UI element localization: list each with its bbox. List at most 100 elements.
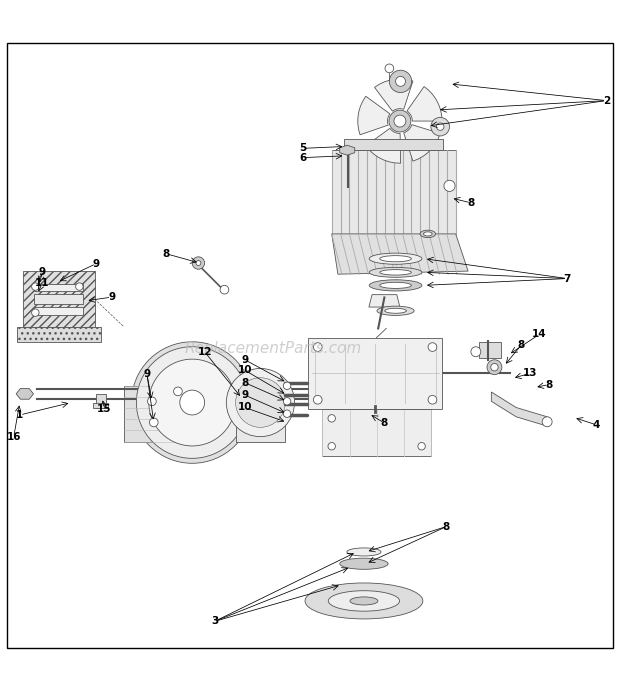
Circle shape: [220, 285, 229, 294]
Text: 13: 13: [523, 368, 538, 379]
Polygon shape: [374, 79, 413, 111]
Bar: [479, 343, 501, 358]
Ellipse shape: [369, 253, 422, 264]
Bar: [236, 386, 285, 442]
Circle shape: [471, 347, 481, 357]
Bar: [17, 327, 100, 343]
Bar: [34, 307, 84, 314]
Text: 8: 8: [545, 379, 552, 390]
Text: 11: 11: [35, 278, 50, 289]
Circle shape: [76, 283, 83, 290]
Circle shape: [148, 397, 156, 406]
Bar: [96, 394, 106, 408]
Bar: [34, 283, 84, 291]
Text: 9: 9: [108, 292, 115, 302]
Text: 9: 9: [143, 369, 151, 379]
Polygon shape: [407, 86, 442, 121]
Circle shape: [283, 397, 291, 405]
Text: 4: 4: [593, 420, 600, 430]
Text: 2: 2: [603, 95, 610, 106]
Ellipse shape: [420, 230, 435, 238]
Bar: [309, 338, 441, 409]
Circle shape: [314, 395, 322, 404]
Text: 8: 8: [443, 522, 450, 531]
Bar: [93, 403, 108, 408]
Text: 9: 9: [241, 354, 249, 365]
Text: 3: 3: [211, 616, 218, 627]
Bar: [332, 150, 456, 234]
Ellipse shape: [369, 267, 422, 277]
Ellipse shape: [377, 306, 414, 315]
Ellipse shape: [305, 583, 423, 619]
Circle shape: [136, 347, 248, 458]
Ellipse shape: [379, 283, 412, 288]
Circle shape: [428, 395, 436, 404]
Circle shape: [226, 368, 294, 437]
Text: 8: 8: [241, 378, 249, 388]
Text: 9: 9: [241, 390, 249, 400]
Text: 14: 14: [532, 330, 547, 339]
Ellipse shape: [384, 308, 407, 313]
Circle shape: [436, 123, 444, 131]
Ellipse shape: [379, 256, 412, 262]
Circle shape: [328, 415, 335, 422]
Circle shape: [389, 110, 411, 132]
Circle shape: [174, 387, 182, 396]
Text: 8: 8: [517, 341, 525, 350]
Text: 8: 8: [162, 249, 170, 258]
Ellipse shape: [423, 232, 432, 236]
Bar: [322, 409, 431, 455]
Text: 8: 8: [467, 198, 475, 208]
Text: 1: 1: [16, 410, 24, 420]
Ellipse shape: [340, 558, 388, 569]
Text: 15: 15: [97, 404, 112, 414]
Text: 5: 5: [299, 143, 306, 153]
Polygon shape: [332, 234, 468, 274]
Ellipse shape: [350, 597, 378, 605]
Circle shape: [180, 390, 205, 415]
Text: 10: 10: [237, 366, 252, 375]
Text: 10: 10: [237, 402, 252, 413]
Circle shape: [149, 359, 236, 446]
Text: 7: 7: [564, 274, 571, 283]
Circle shape: [542, 417, 552, 427]
Text: 16: 16: [6, 433, 21, 442]
Polygon shape: [358, 96, 390, 135]
Polygon shape: [491, 392, 547, 426]
Circle shape: [487, 360, 502, 375]
Circle shape: [444, 180, 455, 191]
Polygon shape: [404, 124, 440, 161]
Circle shape: [32, 309, 39, 316]
Text: 12: 12: [197, 347, 212, 357]
Circle shape: [428, 343, 436, 352]
Circle shape: [418, 442, 425, 450]
Polygon shape: [369, 294, 400, 307]
Bar: [344, 139, 443, 150]
Ellipse shape: [379, 269, 412, 275]
Ellipse shape: [347, 548, 381, 556]
Ellipse shape: [369, 280, 422, 291]
Polygon shape: [366, 129, 401, 163]
Text: 9: 9: [92, 258, 100, 269]
Polygon shape: [340, 145, 355, 155]
Ellipse shape: [329, 591, 399, 611]
Bar: [124, 386, 183, 442]
Circle shape: [131, 342, 253, 463]
Circle shape: [314, 343, 322, 352]
Text: 9: 9: [38, 267, 46, 277]
Bar: [34, 294, 84, 304]
Text: 6: 6: [299, 153, 306, 162]
Circle shape: [431, 117, 450, 136]
Circle shape: [236, 378, 285, 427]
Circle shape: [283, 410, 291, 417]
Circle shape: [283, 382, 291, 390]
Circle shape: [328, 442, 335, 450]
Text: ReplacementParts.com: ReplacementParts.com: [184, 341, 361, 356]
Circle shape: [389, 70, 412, 93]
Circle shape: [149, 418, 158, 427]
Circle shape: [32, 283, 39, 290]
Bar: [24, 271, 94, 327]
Polygon shape: [16, 388, 33, 399]
Circle shape: [491, 363, 498, 371]
Circle shape: [396, 77, 405, 86]
